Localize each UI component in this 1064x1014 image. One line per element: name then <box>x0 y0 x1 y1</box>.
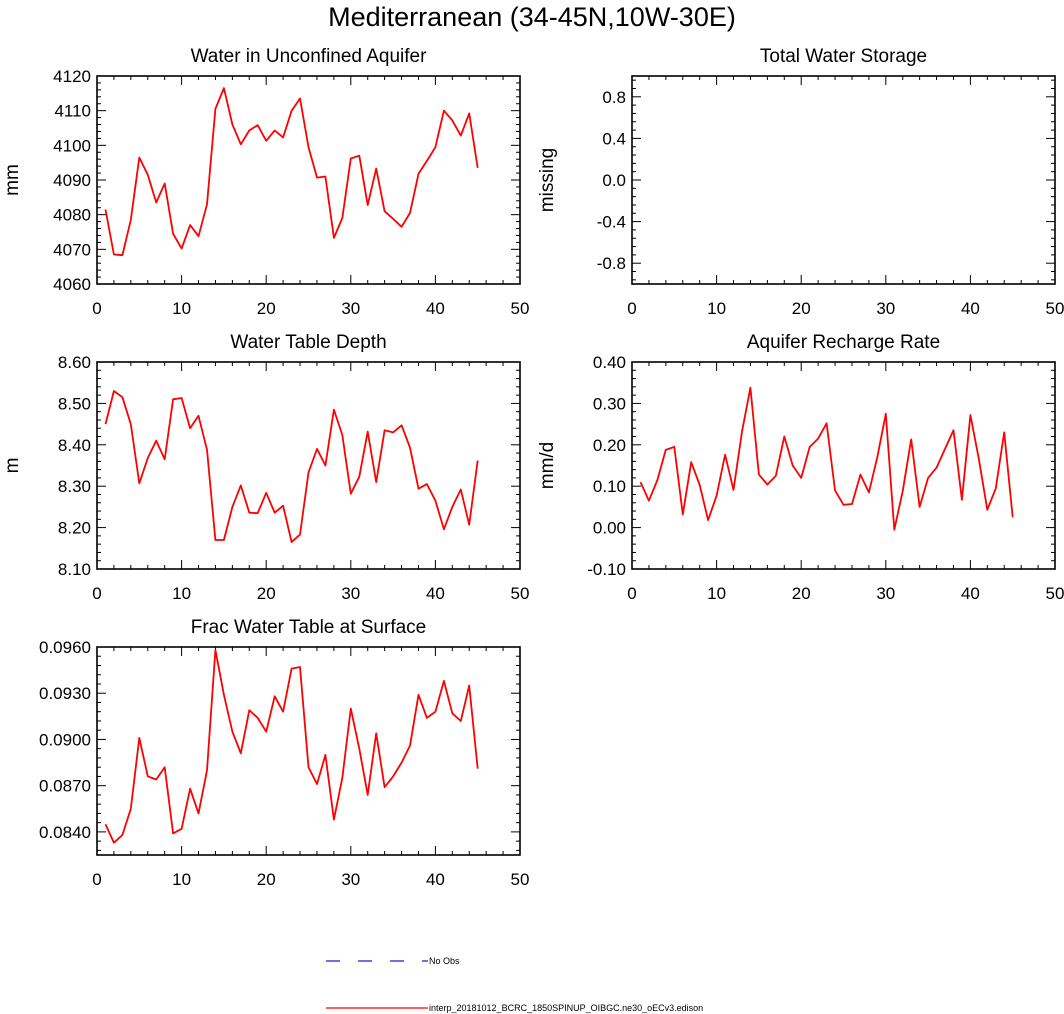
x-tick-label: 40 <box>426 870 445 889</box>
series-line-1 <box>104 390 479 543</box>
plot-frame <box>96 646 521 856</box>
chart-panel-3: 0 10 20 30 40 50 8.10 8.20 8.30 8.40 8.50 8.60 Water… <box>2 332 529 603</box>
plot-frame <box>631 361 1056 570</box>
series-line-1 <box>639 386 1014 531</box>
y-tick-label: -0.8 <box>597 254 626 273</box>
y-tick-label: 0.0960 <box>39 638 91 657</box>
x-tick-label: 0 <box>92 870 101 889</box>
x-tick-label: 20 <box>257 870 276 889</box>
x-tick-label: 50 <box>1046 299 1064 318</box>
y-tick-label: -0.4 <box>597 213 626 232</box>
x-tick-label: 40 <box>426 299 445 318</box>
y-tick-label: 4100 <box>53 136 91 155</box>
x-tick-label: 10 <box>707 584 726 603</box>
x-tick-label: 0 <box>627 299 636 318</box>
y-tick-label: 0.40 <box>593 353 626 372</box>
chart-panel-2: 0 10 20 30 40 50 -0.8 -0.4 0.0 0.4 0.8 Total Water … <box>537 46 1064 318</box>
y-axis-label: mm/d <box>537 442 558 490</box>
x-tick-label: 10 <box>172 299 191 318</box>
y-tick-label: 8.40 <box>58 436 91 455</box>
x-tick-label: 30 <box>341 299 360 318</box>
y-tick-label: 0.4 <box>602 129 626 148</box>
panel-title: Aquifer Recharge Rate <box>747 332 940 353</box>
plot-frame <box>96 75 521 285</box>
plot-frame <box>631 75 1056 285</box>
x-tick-label: 40 <box>961 299 980 318</box>
y-tick-label: 0.0930 <box>39 684 91 703</box>
x-tick-label: 20 <box>792 299 811 318</box>
y-tick-label: 0.00 <box>593 519 626 538</box>
chart-panel-5: 0 10 20 30 40 50 0.0840 0.0870 0.0900 0.0930 0.096… <box>39 617 529 889</box>
x-tick-label: 30 <box>341 584 360 603</box>
y-tick-label: 0.0840 <box>39 823 91 842</box>
figure-title: Mediterranean (34-45N,10W-30E) <box>328 2 736 32</box>
y-tick-label: 8.10 <box>58 560 91 579</box>
y-tick-label: 0.30 <box>593 394 626 413</box>
x-tick-label: 30 <box>876 584 895 603</box>
x-tick-label: 40 <box>426 584 445 603</box>
y-tick-label: 0.20 <box>593 436 626 455</box>
x-tick-label: 30 <box>341 870 360 889</box>
legend-label-no-obs: No Obs <box>429 956 460 966</box>
y-tick-label: 0.0870 <box>39 777 91 796</box>
x-tick-label: 50 <box>511 870 530 889</box>
y-tick-label: 4120 <box>53 67 91 86</box>
x-tick-label: 50 <box>1046 584 1064 603</box>
y-tick-label: 0.0 <box>602 171 626 190</box>
y-tick-label: 8.60 <box>58 353 91 372</box>
legend-label-model-run: interp_20181012_BCRC_1850SPINUP_OIBGC.ne… <box>429 1003 703 1013</box>
x-tick-label: 40 <box>961 584 980 603</box>
y-axis-label: mm <box>2 164 23 196</box>
x-tick-label: 30 <box>876 299 895 318</box>
series-line-1 <box>104 87 479 257</box>
x-tick-label: 20 <box>257 299 276 318</box>
legend: No Obs interp_20181012_BCRC_1850SPINUP_O… <box>326 956 703 1013</box>
y-tick-label: 4090 <box>53 171 91 190</box>
x-tick-label: 50 <box>511 584 530 603</box>
series-line-1 <box>104 649 479 844</box>
x-tick-label: 0 <box>627 584 636 603</box>
y-tick-label: 4110 <box>54 102 91 121</box>
y-tick-label: 4070 <box>53 240 91 259</box>
x-tick-label: 10 <box>707 299 726 318</box>
y-tick-label: -0.10 <box>587 560 626 579</box>
y-tick-label: 8.30 <box>58 477 91 496</box>
y-axis-label: missing <box>537 148 558 212</box>
chart-panel-1: 0 10 20 30 40 504060407040804090410041104120W… <box>2 46 529 318</box>
panels: 0 10 20 30 40 504060407040804090410041104120W… <box>2 46 1064 889</box>
x-tick-label: 50 <box>511 299 530 318</box>
x-tick-label: 20 <box>257 584 276 603</box>
chart-panel-4: 0 10 20 30 40 50 -0.10 0.00 0.10 0.20 0.30 0.40 Aqui… <box>537 332 1064 603</box>
y-tick-label: 4060 <box>53 275 91 294</box>
y-tick-label: 8.50 <box>58 394 91 413</box>
y-tick-label: 0.10 <box>593 477 626 496</box>
panel-title: Total Water Storage <box>760 46 927 67</box>
panel-title: Frac Water Table at Surface <box>191 617 427 638</box>
plot-frame <box>96 361 521 570</box>
panel-title: Water in Unconfined Aquifer <box>191 46 428 67</box>
x-tick-label: 0 <box>92 584 101 603</box>
y-tick-label: 4080 <box>53 206 91 225</box>
y-axis-label: m <box>2 458 23 474</box>
y-tick-label: 8.20 <box>58 519 91 538</box>
x-tick-label: 20 <box>792 584 811 603</box>
panel-title: Water Table Depth <box>230 332 386 353</box>
y-tick-label: 0.8 <box>602 88 626 107</box>
x-tick-label: 10 <box>172 584 191 603</box>
y-tick-label: 0.0900 <box>39 730 91 749</box>
x-tick-label: 0 <box>92 299 101 318</box>
x-tick-label: 10 <box>172 870 191 889</box>
